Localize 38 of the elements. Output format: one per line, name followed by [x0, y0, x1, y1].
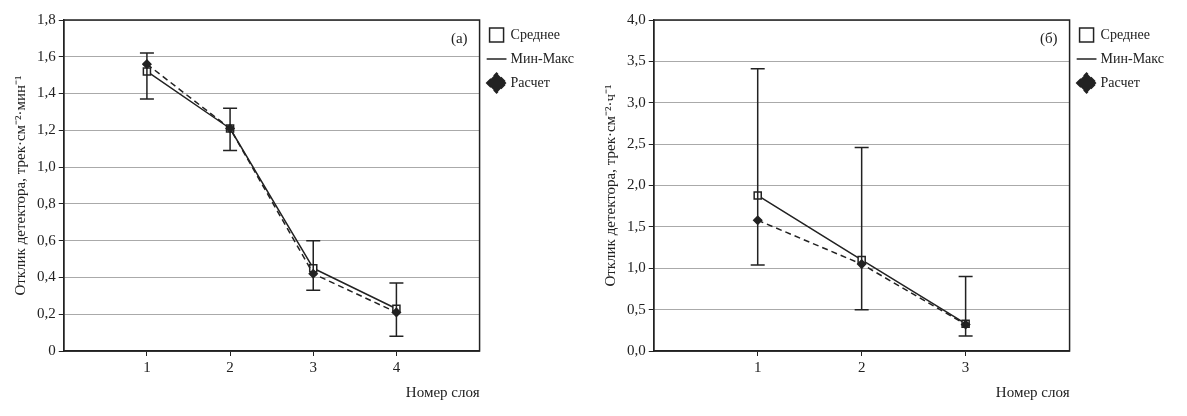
legend-label: Расчет: [510, 74, 550, 90]
x-tick-label: 1: [753, 358, 762, 375]
legend-label: Мин-Макс: [1100, 50, 1165, 66]
x-axis-title: Номер слоя: [405, 383, 480, 400]
x-tick-label: 2: [857, 358, 866, 375]
y-tick-label: 1,8: [37, 10, 56, 27]
legend-label: Среднее: [1100, 26, 1150, 42]
y-tick-label: 3,5: [627, 52, 646, 69]
x-tick-label: 3: [961, 358, 970, 375]
y-tick-label: 4,0: [627, 10, 646, 27]
y-tick-label: 1,0: [627, 259, 646, 276]
y-tick-label: 0: [48, 341, 56, 358]
annotation: (б): [1039, 30, 1058, 48]
y-tick-label: 0,0: [627, 341, 646, 358]
x-tick-label: 3: [309, 358, 317, 375]
x-axis-title: Номер слоя: [995, 383, 1070, 400]
y-axis-title: Отклик детектора, трек·см⁻²·ч⁻¹: [601, 84, 618, 287]
y-tick-label: 3,0: [627, 93, 646, 110]
x-tick-label: 4: [392, 358, 401, 375]
y-tick-label: 1,0: [37, 158, 56, 175]
y-tick-label: 1,6: [37, 47, 57, 64]
y-tick-label: 0,4: [37, 268, 57, 285]
x-tick-label: 1: [143, 358, 151, 375]
y-tick-label: 1,4: [37, 84, 57, 101]
y-tick-label: 1,2: [37, 121, 56, 138]
x-tick-label: 2: [226, 358, 234, 375]
y-tick-label: 0,5: [627, 300, 646, 317]
annotation: (a): [450, 30, 468, 48]
legend-label: Расчет: [1100, 74, 1140, 90]
y-tick-label: 2,0: [627, 176, 646, 193]
y-tick-label: 2,5: [627, 135, 646, 152]
y-tick-label: 1,5: [627, 217, 646, 234]
legend-label: Среднее: [510, 26, 560, 42]
y-tick-label: 0,2: [37, 305, 56, 322]
y-axis-title: Отклик детектора, трек·см⁻²·мин⁻¹: [11, 75, 28, 296]
y-tick-label: 0,8: [37, 194, 56, 211]
legend-label: Мин-Макс: [510, 50, 575, 66]
y-tick-label: 0,6: [37, 231, 57, 248]
